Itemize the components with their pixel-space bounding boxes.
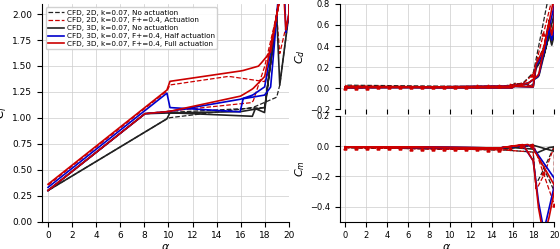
Legend: CFD, 2D, k=0.07, No actuation, CFD, 2D, k=0.07, F+=0.4, Actuation, CFD, 3D, k=0.: CFD, 2D, k=0.07, No actuation, CFD, 2D, … — [45, 7, 217, 49]
X-axis label: $\alpha$: $\alpha$ — [442, 242, 451, 249]
CFD, 3D, k=0.07, No actuation — [48, 187, 54, 190]
Y-axis label: $C_l$: $C_l$ — [0, 106, 10, 119]
CFD, 2D, k=0.07, No actuation — [171, 111, 178, 114]
CFD, 3D, k=0.07, No actuation — [113, 135, 119, 138]
CFD, 3D, k=0.07, No actuation — [171, 111, 178, 114]
CFD, 3D, k=0.07, F+=0.4, Half actuation — [45, 189, 52, 192]
CFD, 3D, k=0.07, F+=0.4, Full actuation — [171, 109, 178, 112]
CFD, 3D, k=0.07, No actuation — [188, 112, 195, 115]
CFD, 2D, k=0.07, No actuation — [45, 189, 52, 192]
CFD, 2D, k=0.07, F+=0.4, Actuation — [94, 145, 100, 148]
CFD, 3D, k=0.07, F+=0.4, Half actuation — [113, 135, 119, 138]
CFD, 2D, k=0.07, No actuation — [172, 116, 179, 119]
CFD, 2D, k=0.07, No actuation — [188, 114, 195, 117]
CFD, 2D, k=0.07, F+=0.4, Actuation — [113, 135, 119, 138]
Line: CFD, 2D, k=0.07, No actuation: CFD, 2D, k=0.07, No actuation — [48, 0, 289, 190]
CFD, 3D, k=0.07, F+=0.4, Half actuation — [45, 186, 52, 189]
Line: CFD, 3D, k=0.07, No actuation: CFD, 3D, k=0.07, No actuation — [48, 0, 289, 190]
CFD, 3D, k=0.07, F+=0.4, Half actuation — [48, 184, 54, 187]
CFD, 3D, k=0.07, No actuation — [172, 112, 179, 115]
Line: CFD, 2D, k=0.07, F+=0.4, Actuation: CFD, 2D, k=0.07, F+=0.4, Actuation — [48, 0, 289, 190]
CFD, 3D, k=0.07, F+=0.4, Half actuation — [94, 147, 100, 150]
CFD, 2D, k=0.07, F+=0.4, Actuation — [171, 109, 178, 112]
Line: CFD, 3D, k=0.07, F+=0.4, Full actuation: CFD, 3D, k=0.07, F+=0.4, Full actuation — [48, 0, 289, 190]
CFD, 3D, k=0.07, No actuation — [45, 189, 52, 192]
CFD, 3D, k=0.07, F+=0.4, Half actuation — [171, 109, 178, 112]
CFD, 2D, k=0.07, F+=0.4, Actuation — [172, 83, 179, 86]
Y-axis label: $C_m$: $C_m$ — [293, 160, 307, 177]
CFD, 2D, k=0.07, No actuation — [48, 187, 54, 190]
CFD, 3D, k=0.07, F+=0.4, Half actuation — [172, 107, 179, 110]
CFD, 2D, k=0.07, No actuation — [94, 160, 100, 163]
CFD, 3D, k=0.07, F+=0.4, Full actuation — [188, 77, 195, 80]
CFD, 3D, k=0.07, F+=0.4, Full actuation — [172, 79, 179, 82]
CFD, 3D, k=0.07, No actuation — [45, 189, 52, 192]
CFD, 2D, k=0.07, No actuation — [113, 135, 119, 138]
CFD, 2D, k=0.07, F+=0.4, Actuation — [188, 80, 195, 83]
CFD, 2D, k=0.07, F+=0.4, Actuation — [45, 189, 52, 192]
CFD, 2D, k=0.07, F+=0.4, Actuation — [45, 184, 52, 187]
Y-axis label: $C_d$: $C_d$ — [293, 49, 307, 64]
CFD, 3D, k=0.07, F+=0.4, Full actuation — [94, 144, 100, 147]
CFD, 3D, k=0.07, F+=0.4, Full actuation — [45, 189, 52, 192]
Line: CFD, 3D, k=0.07, F+=0.4, Half actuation: CFD, 3D, k=0.07, F+=0.4, Half actuation — [48, 0, 289, 190]
X-axis label: $\alpha$: $\alpha$ — [161, 242, 170, 249]
CFD, 3D, k=0.07, F+=0.4, Full actuation — [45, 183, 52, 186]
CFD, 3D, k=0.07, No actuation — [94, 160, 100, 163]
CFD, 3D, k=0.07, F+=0.4, Half actuation — [188, 107, 195, 110]
CFD, 3D, k=0.07, F+=0.4, Full actuation — [113, 135, 119, 138]
CFD, 2D, k=0.07, F+=0.4, Actuation — [48, 181, 54, 184]
CFD, 3D, k=0.07, F+=0.4, Full actuation — [48, 180, 54, 183]
CFD, 2D, k=0.07, No actuation — [45, 189, 52, 192]
